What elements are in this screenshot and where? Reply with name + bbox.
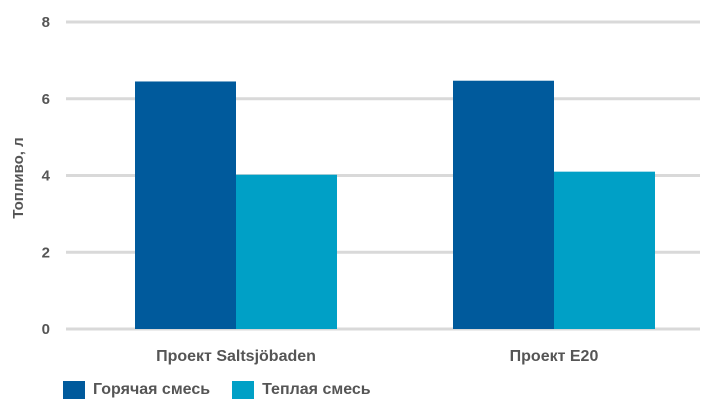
legend-item-warm-mix: Теплая смесь xyxy=(232,381,371,399)
bar-hot-mix-1 xyxy=(453,81,554,329)
y-tick-label: 6 xyxy=(42,91,50,108)
x-category-label: Проект E20 xyxy=(510,348,599,365)
x-category-label: Проект Saltsjöbaden xyxy=(156,348,316,365)
legend-label-warm-mix: Теплая смесь xyxy=(262,381,371,399)
bar-hot-mix-0 xyxy=(135,81,236,329)
legend: Горячая смесь Теплая смесь xyxy=(63,381,393,399)
legend-item-hot-mix: Горячая смесь xyxy=(63,381,210,399)
y-tick-label: 4 xyxy=(42,168,51,185)
y-axis-label: Топливо, л xyxy=(10,137,27,218)
bar-warm-mix-1 xyxy=(554,172,655,329)
y-axis-ticks: 0 2 4 6 8 xyxy=(42,14,51,338)
y-tick-label: 8 xyxy=(42,14,50,31)
y-tick-label: 2 xyxy=(42,244,50,261)
legend-swatch-warm-mix xyxy=(232,381,254,399)
legend-label-hot-mix: Горячая смесь xyxy=(93,381,210,399)
y-tick-label: 0 xyxy=(42,321,50,338)
legend-swatch-hot-mix xyxy=(63,381,85,399)
x-axis-categories: Проект Saltsjöbaden Проект E20 xyxy=(156,348,598,365)
bar-warm-mix-0 xyxy=(236,175,337,329)
bars xyxy=(135,81,655,329)
